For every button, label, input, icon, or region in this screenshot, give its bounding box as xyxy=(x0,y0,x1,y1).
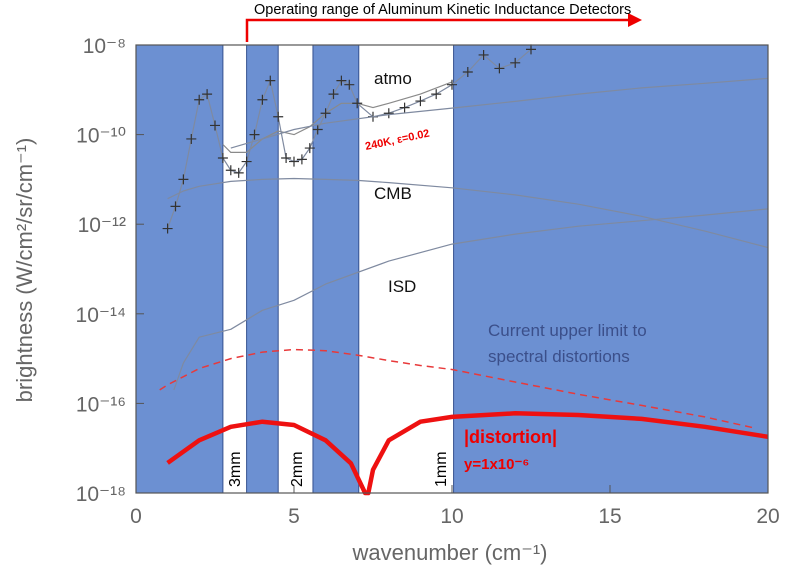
point-marker xyxy=(478,49,489,60)
series-line xyxy=(230,77,769,149)
band xyxy=(246,44,279,494)
point-marker xyxy=(304,143,315,154)
x-tick-label: 10 xyxy=(440,505,463,528)
y-tick-label: 10⁻¹⁶ xyxy=(76,393,126,416)
point-marker xyxy=(352,98,363,109)
point-marker xyxy=(296,154,307,165)
point-marker xyxy=(526,44,536,55)
point-marker xyxy=(257,94,268,105)
point-marker xyxy=(225,165,236,176)
point-marker xyxy=(462,66,473,77)
band xyxy=(453,44,769,494)
point-marker xyxy=(447,79,457,90)
point-marker xyxy=(336,75,347,86)
point-marker xyxy=(202,89,213,100)
annotation: spectral distortions xyxy=(488,347,630,366)
point-marker xyxy=(186,133,197,144)
point-marker xyxy=(510,57,521,68)
point-marker xyxy=(241,156,252,167)
y-tick-label: 10⁻¹⁴ xyxy=(76,304,126,327)
series-line xyxy=(222,81,453,153)
y-tick-label: 10⁻¹² xyxy=(78,214,126,237)
annotation: 240K, ε=0.02 xyxy=(364,128,431,153)
band-label: 3mm xyxy=(227,451,244,487)
point-marker xyxy=(289,156,299,167)
annotation: CMB xyxy=(374,184,412,203)
arrow-head xyxy=(628,13,642,27)
point-marker xyxy=(249,129,260,140)
point-marker xyxy=(312,124,323,135)
point-marker xyxy=(328,89,339,100)
y-tick-label: 10⁻¹⁸ xyxy=(76,483,126,506)
series-line xyxy=(159,348,753,429)
annotation: |distortion| xyxy=(464,427,557,447)
point-marker xyxy=(162,223,173,234)
series-line xyxy=(173,208,769,391)
x-tick-label: 20 xyxy=(756,505,779,528)
point-marker xyxy=(170,201,181,212)
y-tick-label: 10⁻¹⁰ xyxy=(76,125,126,148)
annotation: Current upper limit to xyxy=(488,321,647,340)
point-marker xyxy=(210,120,220,131)
point-marker xyxy=(233,167,244,178)
point-marker xyxy=(494,63,505,74)
x-tick-label: 15 xyxy=(598,505,621,528)
curves xyxy=(159,44,769,496)
point-marker xyxy=(399,102,410,113)
band-label: 1mm xyxy=(433,451,450,487)
point-marker xyxy=(383,108,394,119)
y-tick-label: 10⁻⁸ xyxy=(83,35,126,58)
y-axis-label: brightness (W/cm²/sr/cm⁻¹) xyxy=(12,138,37,403)
point-marker xyxy=(415,96,426,107)
annotation: ISD xyxy=(388,277,416,296)
point-marker xyxy=(273,111,284,122)
range-arrow xyxy=(245,18,630,42)
x-tick-label: 0 xyxy=(130,505,142,528)
series-line xyxy=(167,48,532,229)
band xyxy=(312,44,360,494)
x-tick-label: 5 xyxy=(288,505,300,528)
axes: 0 5 10 15 20 10⁻⁸ 10⁻¹⁰ 10⁻¹² 10⁻¹⁴ 10⁻¹⁶ 10⁻¹⁸ xyxy=(76,35,780,528)
point-marker xyxy=(320,108,331,119)
annotation: y=1x10⁻⁶ xyxy=(464,456,529,473)
band xyxy=(135,44,224,494)
annotation: Operating range of Aluminum Kinetic Indu… xyxy=(254,2,631,18)
point-marker xyxy=(344,79,355,90)
point-marker xyxy=(281,153,292,164)
point-marker xyxy=(194,94,205,105)
band-label: 2mm xyxy=(289,451,306,487)
series-line xyxy=(167,177,769,249)
point-marker xyxy=(265,75,276,86)
series-line xyxy=(166,411,769,496)
point-marker xyxy=(178,174,189,185)
point-marker xyxy=(431,89,442,100)
x-axis-label: wavenumber (cm⁻¹) xyxy=(352,540,548,565)
point-marker xyxy=(217,153,228,164)
annotation: atmo xyxy=(374,69,412,88)
